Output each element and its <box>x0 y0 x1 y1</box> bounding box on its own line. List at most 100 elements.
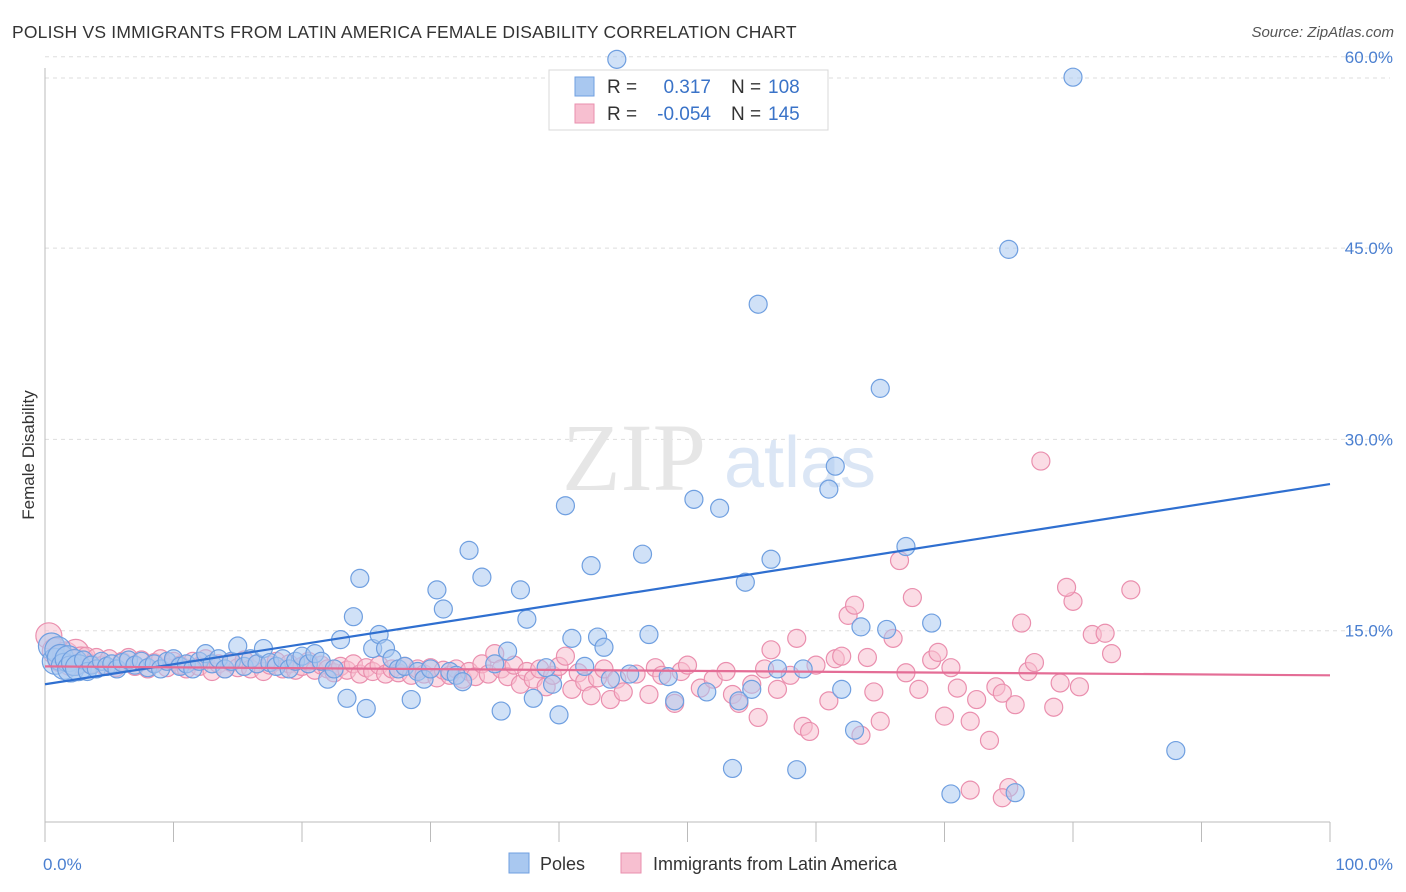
point-poles-103 <box>761 549 781 569</box>
legend: R = 0.317 N = 108 R = -0.054 N = 145 <box>548 69 829 131</box>
axes <box>44 68 1331 842</box>
point-poles-52 <box>337 688 357 708</box>
x-tick-label-1: 100.0% <box>1335 855 1393 874</box>
point-poles-109 <box>832 679 852 699</box>
point-poles-117 <box>999 239 1019 259</box>
point-poles-105 <box>787 760 807 780</box>
trend-lines <box>44 482 1331 686</box>
point-latin-america-139 <box>1005 695 1025 715</box>
point-poles-108 <box>825 456 845 476</box>
point-poles-85 <box>581 556 601 576</box>
point-poles-95 <box>684 489 704 509</box>
point-poles-76 <box>510 580 531 600</box>
point-latin-america-127 <box>909 679 929 699</box>
point-latin-america-150 <box>1031 451 1051 471</box>
legend-r-value-1: 0.317 <box>663 77 711 98</box>
point-poles-75 <box>498 641 518 661</box>
y-tick-labels: 15.0% 30.0% 45.0% 60.0% <box>1345 48 1393 641</box>
x-tick-label-0: 0.0% <box>43 855 82 874</box>
x-tick-labels: 0.0% 100.0% <box>43 855 1393 874</box>
point-latin-america-133 <box>960 711 980 731</box>
point-latin-america-114 <box>819 691 839 711</box>
legend-r-value-2: -0.054 <box>657 104 711 125</box>
point-poles-74 <box>491 701 511 721</box>
legend-r-label-1: R = <box>607 77 637 98</box>
point-poles-101 <box>742 679 762 699</box>
point-poles-81 <box>549 705 569 725</box>
chart-source: Source: ZipAtlas.com <box>1251 24 1394 41</box>
legend-swatch-poles <box>574 76 595 97</box>
point-poles-107 <box>819 479 839 499</box>
point-poles-92 <box>639 624 659 645</box>
point-poles-100 <box>735 572 755 592</box>
y-tick-label-2: 45.0% <box>1345 239 1393 258</box>
point-poles-118 <box>1005 783 1025 803</box>
point-latin-america-131 <box>941 658 961 678</box>
point-latin-america-112 <box>799 721 820 742</box>
point-poles-73 <box>485 654 505 674</box>
point-latin-america-126 <box>902 587 922 608</box>
point-poles-87 <box>594 637 614 657</box>
point-poles-104 <box>767 659 788 679</box>
point-latin-america-118 <box>844 595 865 615</box>
bottom-legend-swatch-poles <box>508 852 530 874</box>
point-latin-america-149 <box>1101 644 1122 664</box>
point-latin-america-144 <box>1050 673 1070 693</box>
point-poles-120 <box>1166 740 1186 761</box>
point-latin-america-135 <box>979 730 1000 750</box>
y-tick-label-1: 30.0% <box>1345 430 1393 449</box>
point-poles-106 <box>793 659 813 679</box>
point-latin-america-142 <box>1024 652 1045 673</box>
point-latin-america-130 <box>934 706 955 726</box>
point-poles-67 <box>433 599 453 619</box>
point-latin-america-116 <box>832 646 852 666</box>
point-latin-america-134 <box>967 689 987 710</box>
point-poles-97 <box>710 498 730 518</box>
point-latin-america-129 <box>928 642 948 662</box>
point-latin-america-120 <box>857 647 878 668</box>
series-poles-points-blue <box>37 49 1186 804</box>
point-latin-america-82 <box>555 646 576 666</box>
point-latin-america-154 <box>960 780 980 800</box>
point-poles-119 <box>1063 67 1083 87</box>
point-poles-110 <box>844 720 865 740</box>
legend-swatch-latin-america <box>574 103 595 124</box>
y-axis-label: Female Disability <box>19 390 38 520</box>
legend-r-label-2: R = <box>607 104 637 125</box>
chart-title: POLISH VS IMMIGRANTS FROM LATIN AMERICA … <box>12 22 797 42</box>
point-poles-91 <box>632 544 653 564</box>
point-latin-america-137 <box>992 683 1012 703</box>
point-poles-113 <box>877 619 897 640</box>
point-poles-80 <box>542 674 563 694</box>
bottom-legend: Poles Immigrants from Latin America <box>508 852 898 874</box>
point-poles-78 <box>523 688 543 708</box>
point-poles-70 <box>453 672 473 692</box>
point-latin-america-140 <box>1011 613 1032 633</box>
point-poles-111 <box>851 617 871 637</box>
point-poles-83 <box>562 628 582 648</box>
point-poles-112 <box>870 378 890 398</box>
point-latin-america-143 <box>1044 697 1064 717</box>
point-latin-america-151 <box>1056 577 1077 597</box>
point-latin-america-105 <box>748 707 768 728</box>
point-latin-america-91 <box>613 682 633 702</box>
point-poles-114 <box>896 536 916 557</box>
point-poles-55 <box>356 698 376 719</box>
point-poles-96 <box>697 682 717 702</box>
point-poles-115 <box>922 613 942 633</box>
bottom-legend-label-poles: Poles <box>540 854 585 874</box>
point-poles-99 <box>729 691 749 711</box>
bottom-legend-swatch-latin-america <box>620 852 642 874</box>
point-poles-62 <box>401 689 421 710</box>
point-poles-90 <box>620 664 640 684</box>
trend-line-latin-america <box>44 665 1331 677</box>
grid-lines <box>45 56 1390 632</box>
point-poles-77 <box>517 609 537 629</box>
point-latin-america-152 <box>1121 580 1141 600</box>
point-latin-america-121 <box>864 682 884 702</box>
point-poles-102 <box>748 294 768 314</box>
point-latin-america-93 <box>639 684 659 705</box>
point-latin-america-148 <box>1095 623 1115 643</box>
point-poles-66 <box>427 580 447 600</box>
